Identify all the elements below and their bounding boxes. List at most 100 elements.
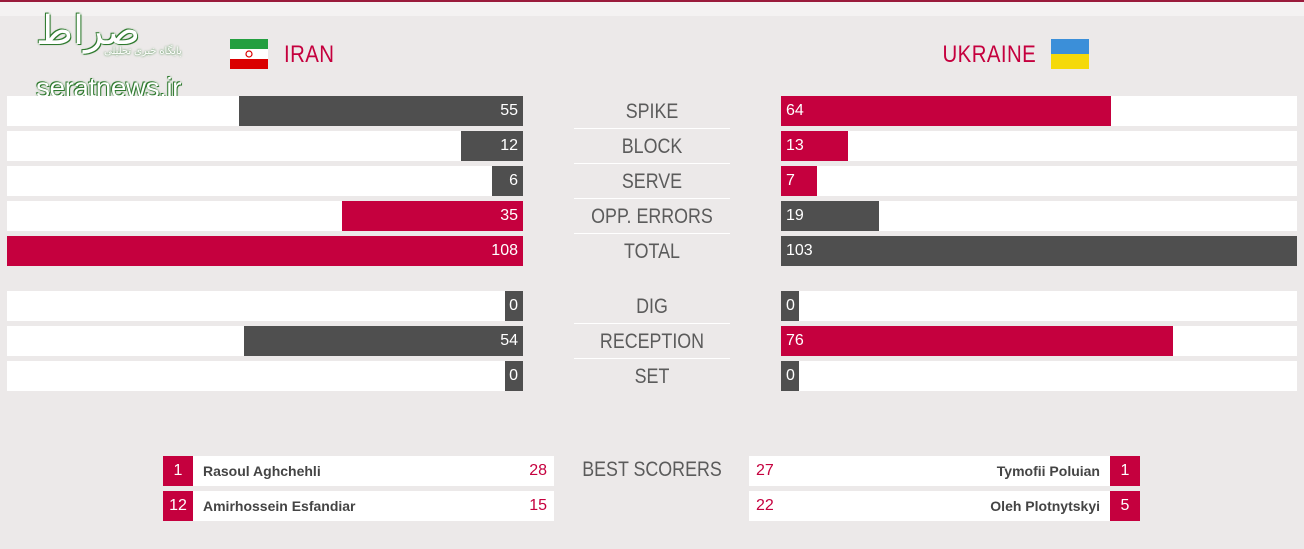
stat-label: OPP. ERRORS	[591, 205, 713, 228]
scorer-name: Amirhossein Esfandiar	[203, 498, 356, 514]
ukraine-flag-icon	[1051, 39, 1089, 69]
left-bar: 35	[342, 201, 523, 231]
scorer-name: Oleh Plotnytskyi	[990, 498, 1100, 514]
left-value: 6	[509, 172, 518, 189]
team-left-name: IRAN	[284, 41, 335, 68]
row-separator	[574, 128, 730, 129]
scorer-number: 12	[163, 491, 193, 521]
left-value: 12	[500, 137, 518, 154]
watermark-subtitle: پایگاه خبری تحلیلی	[104, 46, 182, 57]
left-value: 35	[500, 207, 518, 224]
scorer-number: 1	[163, 456, 193, 486]
right-value: 19	[786, 207, 804, 224]
scorer-number: 1	[1110, 456, 1140, 486]
stat-label: TOTAL	[624, 240, 680, 263]
stat-label: SERVE	[621, 170, 683, 193]
right-bar: 19	[781, 201, 879, 231]
left-scorer-row: 1 Rasoul Aghchehli 28	[163, 456, 554, 486]
right-value: 7	[786, 172, 795, 189]
left-bar: 55	[239, 96, 523, 126]
best-scorers-label: BEST SCORERS	[582, 458, 722, 481]
left-track: 0	[7, 361, 523, 391]
row-separator	[574, 198, 730, 199]
left-value: 0	[509, 297, 518, 314]
right-bar: 103	[781, 236, 1297, 266]
stat-label: BLOCK	[621, 135, 683, 158]
stat-row-serve: 6 SERVE 7	[0, 166, 1304, 196]
right-value: 76	[786, 332, 804, 349]
left-bar: 12	[461, 131, 523, 161]
left-value: 54	[500, 332, 518, 349]
right-bar: 13	[781, 131, 848, 161]
left-value: 0	[509, 367, 518, 384]
left-value: 55	[500, 102, 518, 119]
right-bar: 64	[781, 96, 1111, 126]
scorer-points: 28	[529, 462, 547, 479]
scorer-number: 5	[1110, 491, 1140, 521]
right-track: 0	[781, 361, 1297, 391]
row-separator	[574, 358, 730, 359]
right-value: 0	[786, 367, 795, 384]
left-bar: 108	[7, 236, 523, 266]
stat-label: SPIKE	[625, 100, 679, 123]
left-track: 108	[7, 236, 523, 266]
right-scorer-row: 22 Oleh Plotnytskyi 5	[749, 491, 1140, 521]
scorer-points: 27	[756, 462, 774, 479]
right-track: 64	[781, 96, 1297, 126]
right-track: 13	[781, 131, 1297, 161]
iran-flag-icon	[230, 39, 268, 69]
left-track: 54	[7, 326, 523, 356]
scorer-points: 22	[756, 497, 774, 514]
right-value: 13	[786, 137, 804, 154]
right-value: 0	[786, 297, 795, 314]
stat-row-reception: 54 RECEPTION 76	[0, 326, 1304, 356]
right-value: 64	[786, 102, 804, 119]
row-separator	[574, 233, 730, 234]
right-track: 76	[781, 326, 1297, 356]
watermark-script: صراط	[36, 8, 141, 54]
left-bar: 0	[505, 291, 523, 321]
stat-label: DIG	[636, 295, 668, 318]
right-bar: 0	[781, 361, 799, 391]
right-bar: 0	[781, 291, 799, 321]
stat-row-total: 108 TOTAL 103	[0, 236, 1304, 266]
left-value: 108	[491, 242, 518, 259]
stat-row-spike: 55 SPIKE 64	[0, 96, 1304, 126]
stat-label: SET	[634, 365, 670, 388]
right-track: 19	[781, 201, 1297, 231]
right-bar: 7	[781, 166, 817, 196]
left-track: 12	[7, 131, 523, 161]
stat-row-dig: 0 DIG 0	[0, 291, 1304, 321]
stat-row-block: 12 BLOCK 13	[0, 131, 1304, 161]
stat-row-opp-errors: 35 OPP. ERRORS 19	[0, 201, 1304, 231]
left-track: 35	[7, 201, 523, 231]
left-scorer-row: 12 Amirhossein Esfandiar 15	[163, 491, 554, 521]
scorer-name: Tymofii Poluian	[996, 463, 1100, 479]
top-accent-line	[0, 0, 1304, 2]
row-separator	[574, 163, 730, 164]
right-bar: 76	[781, 326, 1173, 356]
right-track: 7	[781, 166, 1297, 196]
left-bar: 54	[244, 326, 523, 356]
right-track: 0	[781, 291, 1297, 321]
row-separator	[574, 323, 730, 324]
left-track: 55	[7, 96, 523, 126]
top-strip	[0, 2, 1304, 16]
scorer-points: 15	[529, 497, 547, 514]
scorer-card	[193, 491, 554, 521]
left-bar: 6	[492, 166, 523, 196]
stat-label: RECEPTION	[599, 330, 705, 353]
scorer-name: Rasoul Aghchehli	[203, 463, 321, 479]
left-bar: 0	[505, 361, 523, 391]
left-track: 6	[7, 166, 523, 196]
right-value: 103	[786, 242, 813, 259]
scorer-card	[749, 456, 1110, 486]
right-scorer-row: 27 Tymofii Poluian 1	[749, 456, 1140, 486]
scorer-card	[749, 491, 1110, 521]
seratnews-watermark: صراط پایگاه خبری تحلیلی seratnews.ir	[34, 8, 204, 103]
scorer-card	[193, 456, 554, 486]
right-track: 103	[781, 236, 1297, 266]
stat-row-set: 0 SET 0	[0, 361, 1304, 391]
left-track: 0	[7, 291, 523, 321]
team-right-name: UKRAINE	[942, 41, 1036, 68]
